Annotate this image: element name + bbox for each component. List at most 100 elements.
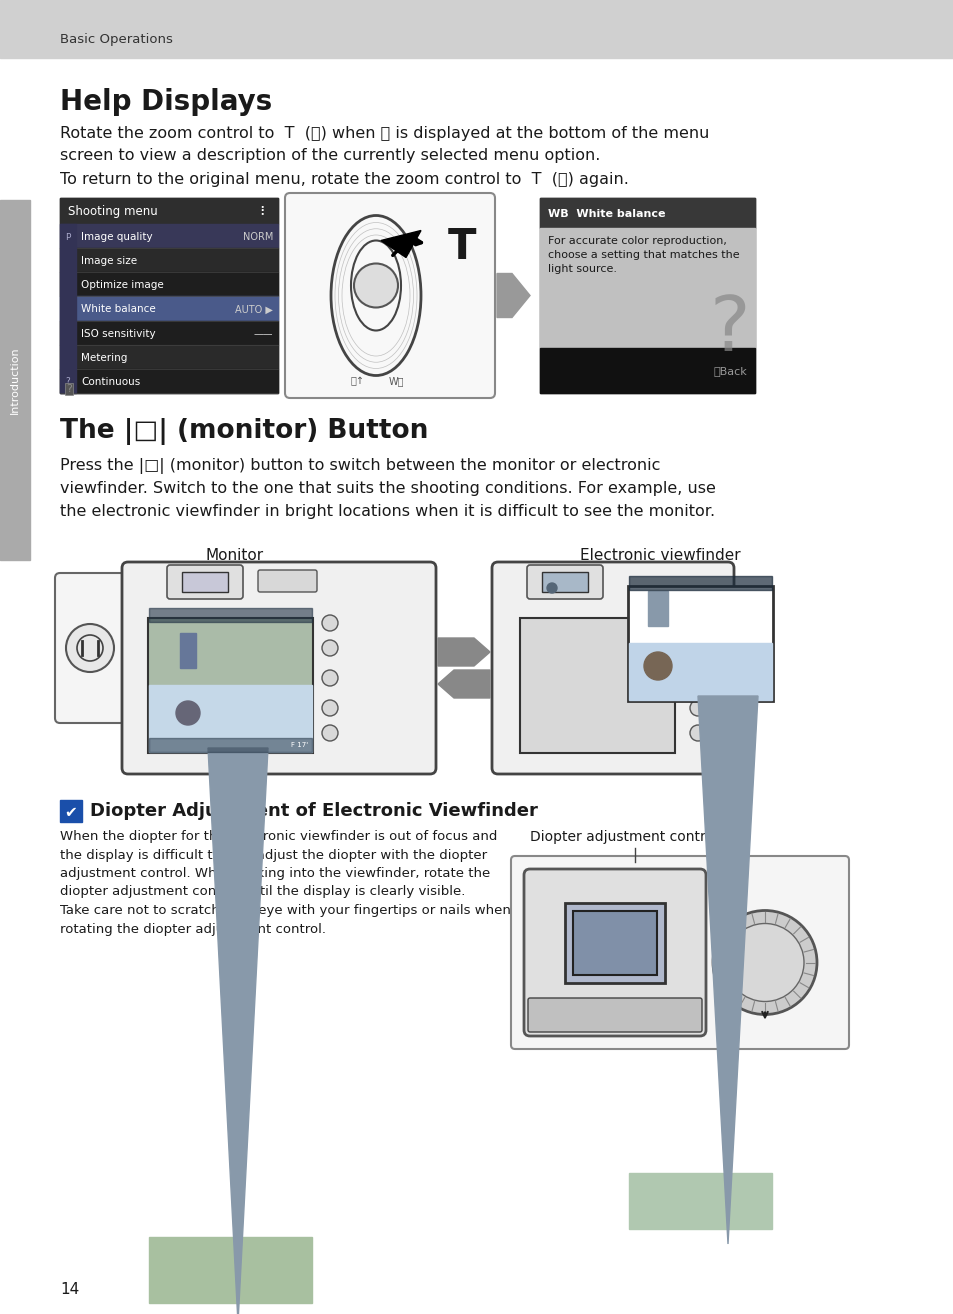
Text: Optimize image: Optimize image [81, 280, 164, 290]
Bar [60, 272, 277, 297]
Text: Image size: Image size [81, 256, 137, 267]
Text: diopter adjustment control until the display is clearly visible.: diopter adjustment control until the dis… [60, 886, 465, 899]
FancyBboxPatch shape [55, 573, 125, 723]
Bar [541, 572, 587, 593]
Bar [60, 800, 82, 823]
FancyBboxPatch shape [122, 562, 436, 774]
Text: ⠇: ⠇ [258, 205, 268, 218]
Bar [60, 272, 76, 297]
Text: Metering: Metering [81, 352, 128, 363]
Text: the display is difficult to see, adjust the diopter with the diopter: the display is difficult to see, adjust … [60, 849, 487, 862]
Text: Monitor: Monitor [206, 548, 264, 564]
Bar [628, 576, 771, 590]
Polygon shape [437, 639, 490, 666]
Bar [564, 903, 664, 983]
Text: Diopter Adjustment of Electronic Viewfinder: Diopter Adjustment of Electronic Viewfin… [90, 802, 537, 820]
Bar [60, 344, 277, 369]
Circle shape [322, 640, 337, 656]
Bar [0, 200, 30, 560]
Bar [627, 586, 772, 700]
Bar [60, 369, 277, 393]
Bar [148, 618, 313, 753]
Bar [60, 198, 277, 223]
FancyBboxPatch shape [523, 869, 705, 1035]
Bar [60, 297, 277, 321]
Bar [573, 911, 657, 975]
Text: 14: 14 [60, 1282, 79, 1297]
Text: viewfinder. Switch to the one that suits the shooting conditions. For example, u: viewfinder. Switch to the one that suits… [60, 481, 715, 495]
Circle shape [322, 700, 337, 716]
Bar [0, 0, 953, 58]
Bar [60, 223, 76, 248]
Bar [60, 248, 277, 272]
Bar [182, 572, 228, 593]
Circle shape [322, 725, 337, 741]
Bar [539, 198, 754, 229]
FancyBboxPatch shape [526, 565, 602, 599]
Text: NORM: NORM [242, 233, 273, 242]
Text: P: P [65, 233, 71, 242]
Text: ⓘ↑: ⓘ↑ [351, 376, 365, 386]
FancyBboxPatch shape [257, 570, 316, 593]
Text: Diopter adjustment control: Diopter adjustment control [530, 830, 717, 844]
FancyBboxPatch shape [511, 855, 848, 1049]
Bar [60, 344, 76, 369]
Text: adjustment control. While looking into the viewfinder, rotate the: adjustment control. While looking into t… [60, 867, 490, 880]
Circle shape [322, 615, 337, 631]
Text: Basic Operations: Basic Operations [60, 33, 172, 46]
Circle shape [175, 700, 200, 725]
Text: The |□| (monitor) Button: The |□| (monitor) Button [60, 418, 428, 445]
Polygon shape [698, 696, 758, 1244]
Bar [539, 229, 754, 348]
Text: ?: ? [66, 377, 71, 386]
FancyBboxPatch shape [527, 999, 701, 1031]
Bar [647, 591, 667, 625]
Polygon shape [380, 230, 420, 258]
Text: Press the |□| (monitor) button to switch between the monitor or electronic: Press the |□| (monitor) button to switch… [60, 459, 659, 474]
Bar [149, 685, 312, 752]
Text: When the diopter for the electronic viewfinder is out of focus and: When the diopter for the electronic view… [60, 830, 497, 844]
Text: F 17': F 17' [291, 742, 308, 748]
Text: Wⓘ: Wⓘ [388, 376, 403, 386]
Bar [539, 348, 754, 393]
Bar [149, 1236, 312, 1303]
Bar [60, 223, 277, 248]
Text: screen to view a description of the currently selected menu option.: screen to view a description of the curr… [60, 148, 599, 163]
Bar [149, 738, 312, 752]
Text: the electronic viewfinder in bright locations when it is difficult to see the mo: the electronic viewfinder in bright loca… [60, 505, 715, 519]
Text: WB  White balance: WB White balance [547, 209, 665, 219]
Text: ?: ? [709, 293, 749, 367]
FancyBboxPatch shape [285, 193, 495, 398]
Text: ⓘBack: ⓘBack [713, 367, 746, 377]
Text: Help Displays: Help Displays [60, 88, 272, 116]
Bar [60, 248, 76, 272]
Text: Continuous: Continuous [81, 377, 140, 386]
Bar [180, 633, 195, 668]
Bar [628, 1173, 771, 1229]
Text: ?: ? [66, 384, 71, 394]
FancyBboxPatch shape [167, 565, 243, 599]
Bar [149, 608, 312, 622]
Text: ■ XS: ■ XS [749, 593, 767, 599]
Text: ——: —— [253, 328, 273, 339]
Text: ISO sensitivity: ISO sensitivity [81, 328, 155, 339]
Polygon shape [497, 273, 530, 318]
Circle shape [712, 911, 816, 1014]
Text: For accurate color reproduction,
choose a setting that matches the
light source.: For accurate color reproduction, choose … [547, 237, 739, 275]
Text: ✔: ✔ [65, 804, 77, 820]
Polygon shape [437, 670, 490, 698]
Bar [60, 369, 76, 393]
Bar [60, 321, 277, 344]
Bar [60, 297, 76, 321]
Circle shape [322, 670, 337, 686]
Text: AUTO ▶: AUTO ▶ [234, 305, 273, 314]
Text: Take care not to scratch your eye with your fingertips or nails when: Take care not to scratch your eye with y… [60, 904, 511, 917]
Circle shape [546, 583, 557, 593]
Circle shape [354, 264, 397, 307]
Text: White balance: White balance [81, 305, 155, 314]
Circle shape [689, 640, 705, 656]
Text: Rotate the zoom control to  T  (ⓘ) when ⓘ is displayed at the bottom of the menu: Rotate the zoom control to T (ⓘ) when ⓘ … [60, 126, 709, 141]
FancyBboxPatch shape [492, 562, 733, 774]
Text: rotating the diopter adjustment control.: rotating the diopter adjustment control. [60, 922, 326, 936]
Circle shape [689, 700, 705, 716]
